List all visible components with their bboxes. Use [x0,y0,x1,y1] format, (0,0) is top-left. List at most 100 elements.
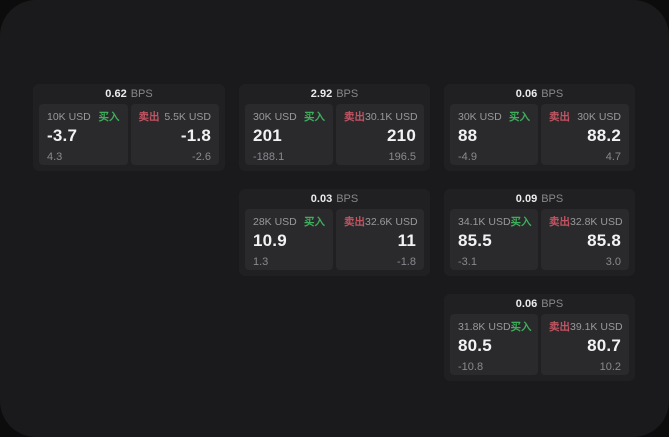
bps-quote-card: 0.09 BPS 34.1K USD 买入 85.5 -3.1 卖出 32.8K… [444,189,635,276]
sell-tile-top-row: 卖出 30.1K USD [344,111,418,124]
quote-panels: 30K USD 买入 88 -4.9 卖出 30K USD 88.2 4.7 [450,104,629,165]
buy-sub-value: -188.1 [253,151,285,163]
buy-price: 10.9 [253,231,287,250]
buy-side-label: 买入 [509,111,530,123]
buy-price: 88 [458,126,478,145]
sell-side-label: 卖出 [344,111,365,123]
bps-header: 0.06 BPS [450,84,629,104]
bps-header: 0.06 BPS [450,294,629,314]
buy-notional: 31.8K USD [458,321,511,333]
buy-side-label: 买入 [510,216,532,228]
buy-quote-tile[interactable]: 30K USD 买入 88 -4.9 [450,104,538,165]
sell-sub-value: 10.2 [599,361,621,373]
quote-panels: 10K USD 买入 -3.7 4.3 卖出 5.5K USD -1.8 -2.… [39,104,219,165]
bps-unit-label: BPS [336,88,359,100]
sell-tile-top-row: 卖出 5.5K USD [139,111,212,124]
buy-sub-value: -3.1 [458,256,477,268]
sell-tile-top-row: 卖出 39.1K USD [549,321,623,334]
buy-sub-value: -4.9 [458,151,477,163]
buy-sub-value: -10.8 [458,361,484,373]
bps-unit-label: BPS [541,193,564,205]
buy-notional: 28K USD [253,216,297,228]
buy-tile-top-row: 10K USD 买入 [47,111,120,124]
buy-notional: 30K USD [458,111,502,123]
sell-price: 80.7 [587,336,621,355]
buy-side-label: 买入 [304,111,325,123]
buy-tile-top-row: 34.1K USD 买入 [458,216,532,229]
sell-quote-tile[interactable]: 卖出 5.5K USD -1.8 -2.6 [130,104,219,165]
sell-tile-top-row: 卖出 32.8K USD [549,216,623,229]
bps-quote-card: 0.62 BPS 10K USD 买入 -3.7 4.3 卖出 5.5K USD… [33,84,225,171]
quote-panels: 34.1K USD 买入 85.5 -3.1 卖出 32.8K USD 85.8… [450,209,629,270]
sell-tile-top-row: 卖出 32.6K USD [344,216,418,229]
sell-side-label: 卖出 [344,216,365,228]
bps-value: 0.62 [105,88,127,100]
quote-panels: 28K USD 买入 10.9 1.3 卖出 32.6K USD 11 -1.8 [245,209,424,270]
sell-side-label: 卖出 [138,111,160,123]
buy-side-label: 买入 [510,321,532,333]
buy-tile-top-row: 31.8K USD 买入 [458,321,532,334]
sell-side-label: 卖出 [549,216,570,228]
bps-quote-card: 0.03 BPS 28K USD 买入 10.9 1.3 卖出 32.6K US… [239,189,430,276]
buy-price: 80.5 [458,336,492,355]
sell-quote-tile[interactable]: 卖出 30.1K USD 210 196.5 [336,104,424,165]
bps-unit-label: BPS [541,298,564,310]
quote-panels: 30K USD 买入 201 -188.1 卖出 30.1K USD 210 1… [245,104,424,165]
buy-side-label: 买入 [304,216,325,228]
sell-sub-value: 3.0 [605,256,621,268]
sell-quote-tile[interactable]: 卖出 32.6K USD 11 -1.8 [336,209,424,270]
sell-notional: 32.8K USD [570,216,623,228]
sell-quote-tile[interactable]: 卖出 32.8K USD 85.8 3.0 [541,209,629,270]
sell-sub-value: -2.6 [192,151,211,163]
sell-price: 88.2 [587,126,621,145]
buy-sub-value: 4.3 [47,151,63,163]
sell-notional: 5.5K USD [164,111,211,123]
sell-notional: 39.1K USD [570,321,623,333]
buy-notional: 10K USD [47,111,91,123]
sell-price: 11 [397,231,416,250]
bps-quote-card: 2.92 BPS 30K USD 买入 201 -188.1 卖出 30.1K … [239,84,430,171]
buy-notional: 34.1K USD [458,216,511,228]
sell-notional: 30K USD [577,111,621,123]
bps-value: 2.92 [310,88,333,100]
bps-header: 0.62 BPS [39,84,219,104]
sell-notional: 32.6K USD [365,216,418,228]
bps-quote-card: 0.06 BPS 31.8K USD 买入 80.5 -10.8 卖出 39.1… [444,294,635,381]
bps-header: 2.92 BPS [245,84,424,104]
buy-quote-tile[interactable]: 34.1K USD 买入 85.5 -3.1 [450,209,538,270]
sell-sub-value: 4.7 [605,151,621,163]
bps-quote-card: 0.06 BPS 30K USD 买入 88 -4.9 卖出 30K USD 8… [444,84,635,171]
bps-value: 0.06 [515,88,538,100]
bps-unit-label: BPS [130,88,153,100]
bps-unit-label: BPS [336,193,359,205]
buy-quote-tile[interactable]: 28K USD 买入 10.9 1.3 [245,209,333,270]
buy-price: 85.5 [458,231,492,250]
buy-quote-tile[interactable]: 30K USD 买入 201 -188.1 [245,104,333,165]
sell-side-label: 卖出 [549,111,570,123]
sell-tile-top-row: 卖出 30K USD [549,111,621,124]
sell-quote-tile[interactable]: 卖出 39.1K USD 80.7 10.2 [541,314,629,375]
buy-quote-tile[interactable]: 31.8K USD 买入 80.5 -10.8 [450,314,538,375]
sell-quote-tile[interactable]: 卖出 30K USD 88.2 4.7 [541,104,629,165]
bps-value: 0.09 [515,193,538,205]
bps-unit-label: BPS [541,88,564,100]
sell-price: 85.8 [587,231,621,250]
bps-header: 0.09 BPS [450,189,629,209]
quote-cards-grid: 0.62 BPS 10K USD 买入 -3.7 4.3 卖出 5.5K USD… [33,84,635,381]
buy-tile-top-row: 30K USD 买入 [458,111,530,124]
buy-tile-top-row: 30K USD 买入 [253,111,325,124]
buy-notional: 30K USD [253,111,297,123]
sell-sub-value: 196.5 [388,151,416,163]
buy-price: -3.7 [47,126,78,145]
quote-panels: 31.8K USD 买入 80.5 -10.8 卖出 39.1K USD 80.… [450,314,629,375]
sell-price: -1.8 [180,126,211,145]
sell-sub-value: -1.8 [397,256,416,268]
buy-quote-tile[interactable]: 10K USD 买入 -3.7 4.3 [39,104,128,165]
sell-price: 210 [387,126,416,145]
bps-value: 0.03 [310,193,333,205]
buy-tile-top-row: 28K USD 买入 [253,216,325,229]
sell-notional: 30.1K USD [365,111,418,123]
bps-header: 0.03 BPS [245,189,424,209]
buy-price: 201 [253,126,282,145]
